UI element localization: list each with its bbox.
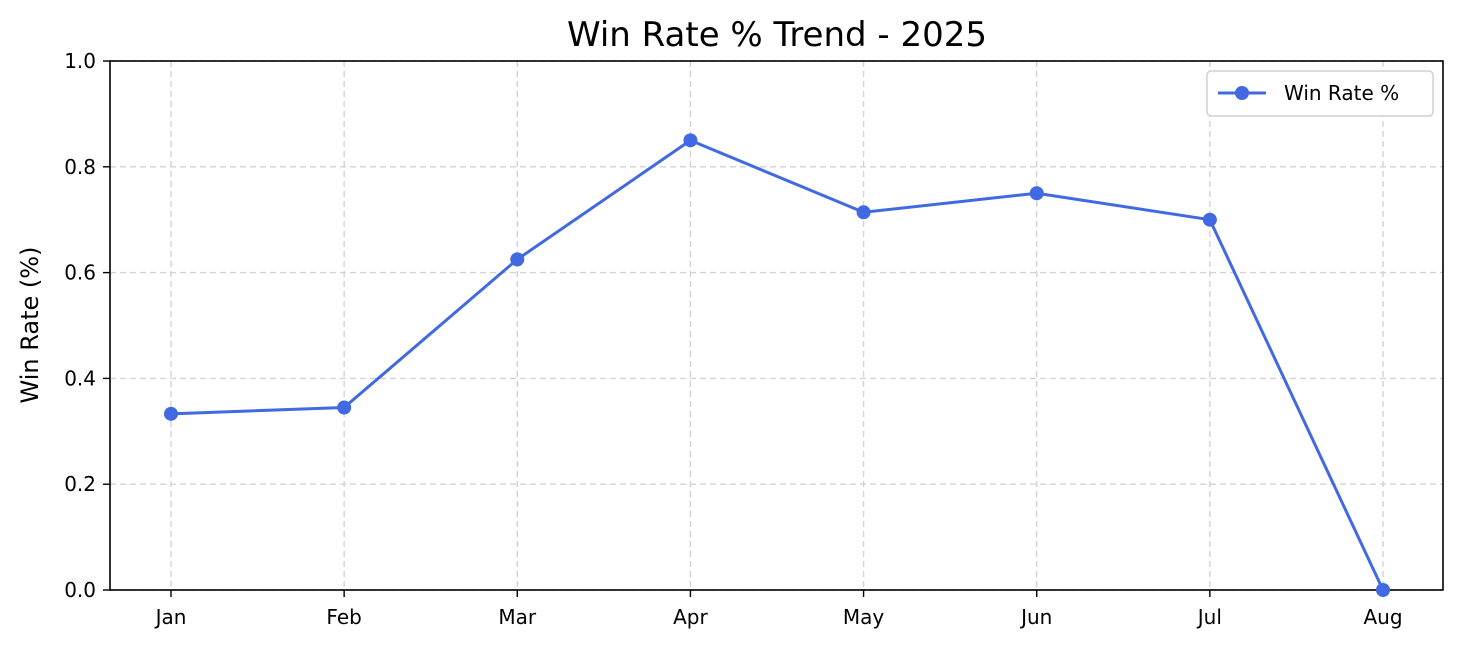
x-tick-label: Feb xyxy=(326,605,361,629)
data-point-mar xyxy=(510,252,525,267)
legend: Win Rate % xyxy=(1206,70,1434,117)
data-point-feb xyxy=(337,400,352,415)
data-point-aug xyxy=(1376,583,1390,597)
grid-lines xyxy=(110,60,1443,591)
x-tick-label: Jul xyxy=(1196,605,1222,629)
chart-title: Win Rate % Trend - 2025 xyxy=(567,15,987,55)
legend-marker-sample xyxy=(1235,86,1249,100)
x-tick-label: Mar xyxy=(498,605,537,629)
x-tick-label: May xyxy=(843,605,885,629)
y-tick-label: 0.0 xyxy=(64,578,96,602)
data-point-jun xyxy=(1029,186,1044,201)
x-tick-label: Jan xyxy=(154,605,187,629)
axes xyxy=(109,60,1444,591)
plot-frame xyxy=(109,60,1444,591)
y-axis-ticks: 0.0 0.2 0.4 0.6 0.8 1.0 xyxy=(64,49,110,602)
series-line-0 xyxy=(170,138,1385,591)
data-point-jul xyxy=(1202,212,1217,227)
x-tick-label: Aug xyxy=(1363,605,1402,629)
x-axis-ticks: Jan Feb Mar Apr May Jun Jul Aug xyxy=(154,590,1403,629)
data-point-may xyxy=(856,205,871,220)
y-tick-label: 0.8 xyxy=(64,155,96,179)
y-tick-label: 0.4 xyxy=(64,366,96,390)
y-tick-label: 0.6 xyxy=(64,261,96,285)
series-layer xyxy=(164,133,1390,597)
y-tick-label: 0.2 xyxy=(64,472,96,496)
legend-label: Win Rate % xyxy=(1284,81,1399,105)
legend-frame xyxy=(1206,70,1434,117)
y-axis-label: Win Rate (%) xyxy=(16,247,44,404)
y-tick-label: 1.0 xyxy=(64,49,96,73)
data-point-jan xyxy=(164,406,178,421)
x-tick-label: Apr xyxy=(673,605,708,629)
data-point-apr xyxy=(683,133,698,148)
x-tick-label: Jun xyxy=(1019,605,1052,629)
